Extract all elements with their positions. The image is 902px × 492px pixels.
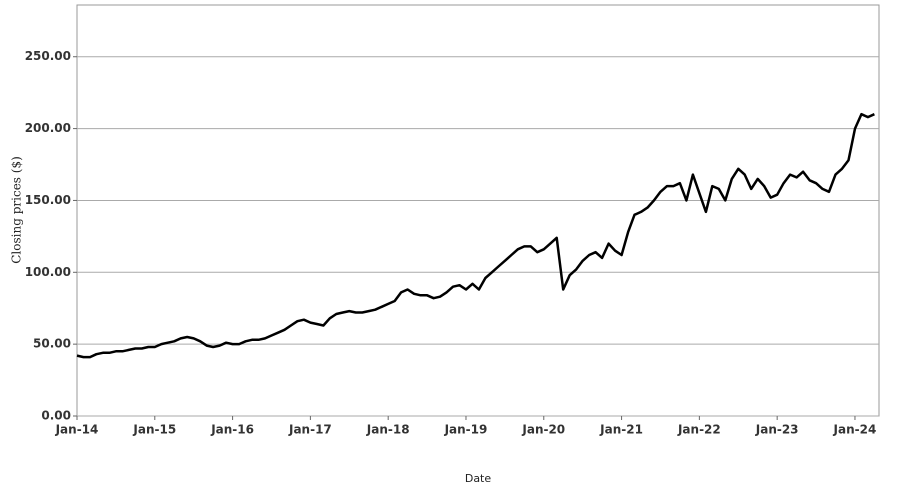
x-tick-label: Jan-22	[677, 423, 721, 437]
x-tick-label: Jan-23	[755, 423, 799, 437]
x-tick-label: Jan-16	[210, 423, 254, 437]
y-axis-label: Closing prices ($)	[10, 156, 24, 264]
y-tick-label: 50.00	[33, 337, 71, 351]
y-tick-label: 150.00	[25, 193, 71, 207]
x-tick-label: Jan-20	[521, 423, 565, 437]
x-tick-label: Jan-21	[599, 423, 643, 437]
y-tick-label: 100.00	[25, 265, 71, 279]
x-axis-label: Date	[465, 472, 492, 485]
plot-area	[76, 4, 880, 417]
y-tick-label: 250.00	[25, 49, 71, 63]
x-tick-label: Jan-19	[444, 423, 488, 437]
x-tick-label: Jan-14	[55, 423, 99, 437]
x-tick-label: Jan-24	[833, 423, 877, 437]
y-tick-label: 0.00	[41, 409, 71, 423]
x-tick-label: Jan-18	[366, 423, 410, 437]
x-tick-label: Jan-15	[132, 423, 176, 437]
x-tick-label: Jan-17	[288, 423, 332, 437]
y-tick-label: 200.00	[25, 121, 71, 135]
price-line	[76, 112, 875, 359]
